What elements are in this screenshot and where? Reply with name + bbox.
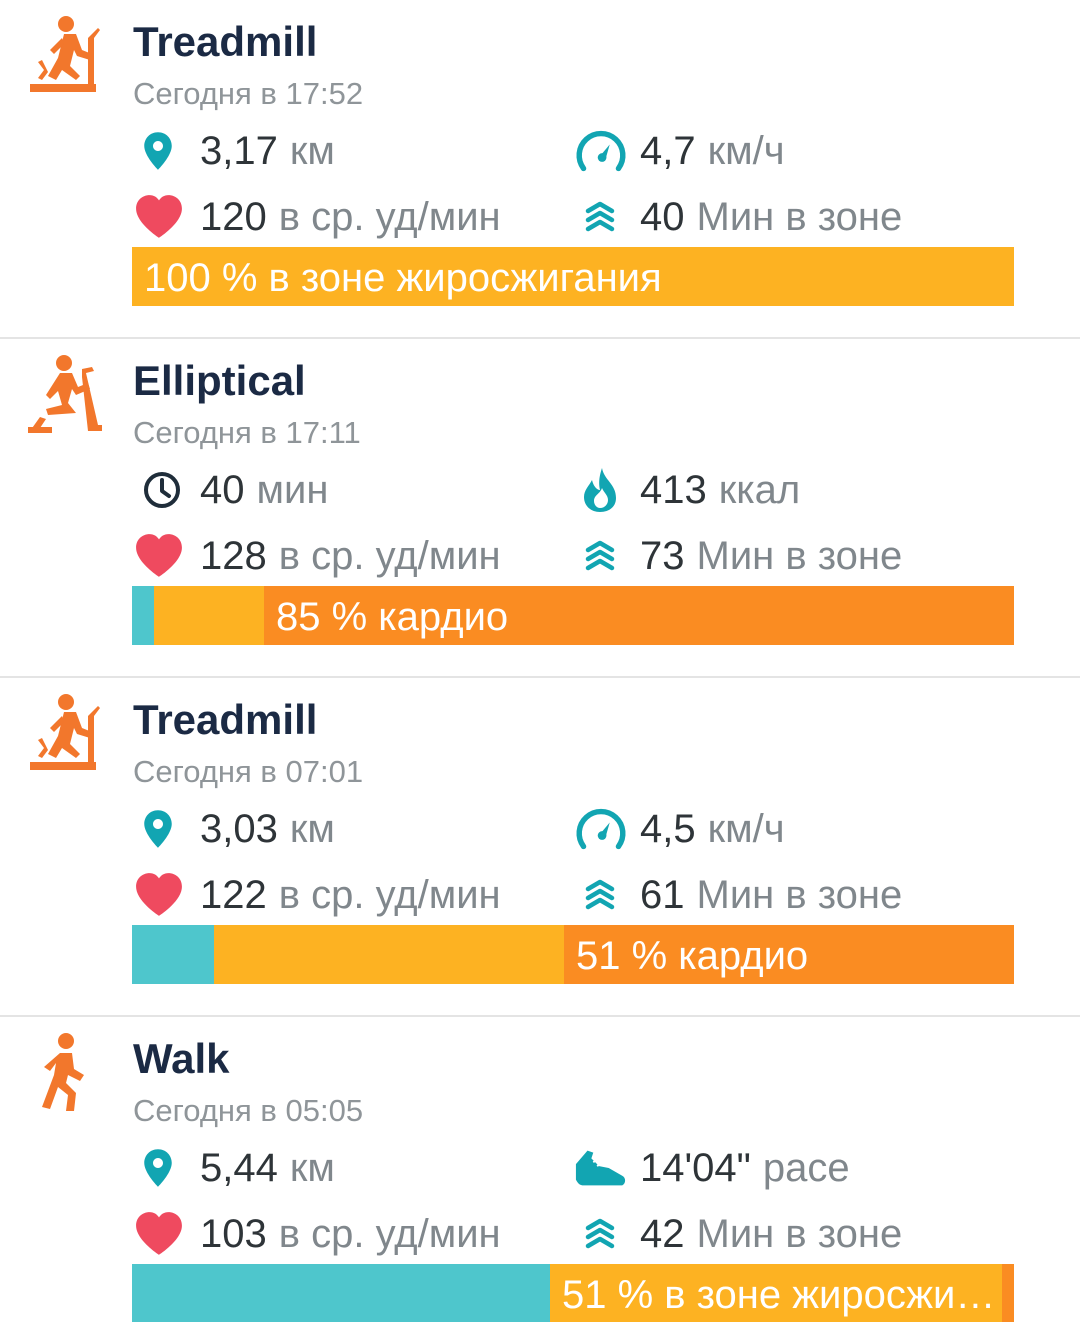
stat-value: 5,44 bbox=[200, 1145, 278, 1190]
treadmill-icon bbox=[26, 14, 102, 98]
stat-value: 3,17 bbox=[200, 128, 278, 173]
zone-minutes-icon bbox=[584, 879, 616, 911]
zone-bar-label: 51 % кардио bbox=[576, 934, 809, 978]
fat-burn-segment bbox=[214, 925, 564, 984]
stat-value: 413 bbox=[640, 467, 707, 512]
stat-unit: в ср. уд/мин bbox=[278, 194, 501, 239]
zone-minutes-stat: 61 Мин в зоне bbox=[640, 870, 902, 920]
zone-bar-label: 85 % кардио bbox=[276, 595, 509, 639]
activity-time: Сегодня в 07:01 bbox=[133, 754, 364, 789]
stat-value: 4,5 bbox=[640, 806, 696, 851]
fat-burn-segment bbox=[154, 586, 264, 645]
activity-time: Сегодня в 17:11 bbox=[133, 415, 361, 450]
zone-minutes-stat: 42 Мин в зоне bbox=[640, 1209, 902, 1259]
distance-stat: 5,44 км bbox=[200, 1143, 335, 1193]
stat-value: 73 bbox=[640, 533, 685, 578]
heart-rate-stat: 128 в ср. уд/мин bbox=[200, 531, 501, 581]
heart-icon bbox=[134, 1211, 184, 1257]
speed-stat: 4,5 км/ч bbox=[640, 804, 785, 854]
cardio-segment bbox=[1002, 1264, 1014, 1322]
heart-rate-stat: 103 в ср. уд/мин bbox=[200, 1209, 501, 1259]
stat-unit: км bbox=[289, 128, 335, 173]
heart-icon bbox=[134, 533, 184, 579]
speed-stat: 4,7 км/ч bbox=[640, 126, 785, 176]
cardio-segment bbox=[264, 586, 1014, 645]
activity-title: Treadmill bbox=[133, 18, 318, 65]
heart-rate-stat: 120 в ср. уд/мин bbox=[200, 192, 501, 242]
stat-value: 4,7 bbox=[640, 128, 696, 173]
stat-value: 40 bbox=[200, 467, 245, 512]
activity-title: Elliptical bbox=[133, 357, 306, 404]
stat-unit: Мин в зоне bbox=[696, 194, 903, 239]
heart-zone-bar: 85 % кардио bbox=[132, 586, 1014, 645]
stat-value: 3,03 bbox=[200, 806, 278, 851]
distance-stat: 3,17 км bbox=[200, 126, 335, 176]
zone-minutes-icon bbox=[584, 201, 616, 233]
stat-unit: Мин в зоне bbox=[696, 872, 903, 917]
zone-minutes-icon bbox=[584, 540, 616, 572]
stat-unit: Мин в зоне bbox=[696, 1211, 903, 1256]
stat-value: 40 bbox=[640, 194, 685, 239]
pace-stat: 14'04" pace bbox=[640, 1143, 850, 1193]
stat-unit: в ср. уд/мин bbox=[278, 1211, 501, 1256]
stat-value: 61 bbox=[640, 872, 685, 917]
stat-unit: в ср. уд/мин bbox=[278, 533, 501, 578]
light-zone-segment bbox=[132, 1264, 550, 1322]
stat-value: 42 bbox=[640, 1211, 685, 1256]
location-pin-icon bbox=[142, 1148, 174, 1188]
activity-card[interactable]: Walk Сегодня в 05:05 5,44 км 14'04" pace… bbox=[0, 1017, 1080, 1322]
activity-card[interactable]: Elliptical Сегодня в 17:11 40 мин 413 кк… bbox=[0, 339, 1080, 678]
heart-zone-bar: 100 % в зоне жиросжигания bbox=[132, 247, 1014, 306]
clock-icon bbox=[142, 470, 182, 510]
heart-icon bbox=[134, 872, 184, 918]
heart-zone-bar: 51 % кардио bbox=[132, 925, 1014, 984]
zone-minutes-stat: 73 Мин в зоне bbox=[640, 531, 902, 581]
heart-icon bbox=[134, 194, 184, 240]
stat-unit: pace bbox=[762, 1145, 850, 1190]
stat-value: 103 bbox=[200, 1211, 267, 1256]
activity-time: Сегодня в 05:05 bbox=[133, 1093, 364, 1128]
stat-value: 128 bbox=[200, 533, 267, 578]
activity-title: Treadmill bbox=[133, 696, 318, 743]
zone-minutes-stat: 40 Мин в зоне bbox=[640, 192, 902, 242]
stat-unit: км bbox=[289, 1145, 335, 1190]
stat-unit: км/ч bbox=[707, 806, 785, 851]
light-zone-segment bbox=[132, 925, 214, 984]
light-zone-segment bbox=[132, 586, 154, 645]
shoe-icon bbox=[574, 1146, 628, 1190]
location-pin-icon bbox=[142, 131, 174, 171]
heart-rate-stat: 122 в ср. уд/мин bbox=[200, 870, 501, 920]
speedometer-icon bbox=[574, 805, 628, 853]
elliptical-icon bbox=[26, 353, 102, 437]
stat-value: 120 bbox=[200, 194, 267, 239]
zone-minutes-icon bbox=[584, 1218, 616, 1250]
activity-card[interactable]: Treadmill Сегодня в 17:52 3,17 км 4,7 км… bbox=[0, 0, 1080, 339]
heart-zone-bar: 51 % в зоне жиросжигания bbox=[132, 1264, 1014, 1322]
stat-unit: Мин в зоне bbox=[696, 533, 903, 578]
activity-title: Walk bbox=[133, 1035, 230, 1082]
zone-bar-label: 51 % в зоне жиросжигания bbox=[562, 1273, 1002, 1317]
duration-stat: 40 мин bbox=[200, 465, 328, 515]
stat-unit: ккал bbox=[718, 467, 801, 512]
stat-unit: км/ч bbox=[707, 128, 785, 173]
fat-burn-segment bbox=[132, 247, 1014, 306]
speedometer-icon bbox=[574, 127, 628, 175]
stat-unit: в ср. уд/мин bbox=[278, 872, 501, 917]
distance-stat: 3,03 км bbox=[200, 804, 335, 854]
stat-unit: мин bbox=[256, 467, 329, 512]
calories-stat: 413 ккал bbox=[640, 465, 800, 515]
flame-icon bbox=[580, 466, 620, 514]
activity-time: Сегодня в 17:52 bbox=[133, 76, 364, 111]
zone-bar-label: 100 % в зоне жиросжигания bbox=[144, 256, 662, 300]
activity-card[interactable]: Treadmill Сегодня в 07:01 3,03 км 4,5 км… bbox=[0, 678, 1080, 1017]
stat-unit: км bbox=[289, 806, 335, 851]
fat-burn-segment bbox=[550, 1264, 1002, 1322]
treadmill-icon bbox=[26, 692, 102, 776]
stat-value: 14'04" bbox=[640, 1145, 751, 1190]
cardio-segment bbox=[564, 925, 1014, 984]
stat-value: 122 bbox=[200, 872, 267, 917]
location-pin-icon bbox=[142, 809, 174, 849]
walk-icon bbox=[26, 1031, 102, 1115]
